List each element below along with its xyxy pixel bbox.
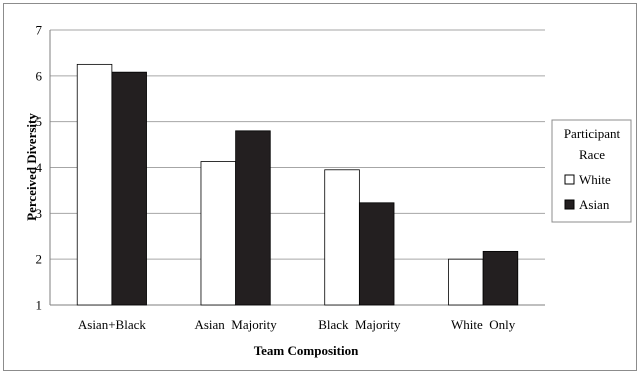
legend-label-asian: Asian — [579, 197, 610, 212]
x-tick-label: White Only — [451, 317, 516, 332]
bar-asian — [358, 202, 395, 306]
x-tick-labels: Asian+Black Asian Majority Black Majority W… — [78, 317, 516, 332]
legend-swatch-white — [564, 174, 575, 185]
x-tick-label: Asian+Black — [78, 317, 146, 332]
y-tick-label: 6 — [36, 68, 43, 83]
bar-white — [76, 63, 113, 306]
legend-title-line-1: Participant — [564, 126, 621, 141]
bars — [76, 63, 519, 306]
y-tick-label: 3 — [36, 206, 43, 221]
bar-white — [448, 258, 484, 306]
y-tick-label: 5 — [36, 114, 43, 129]
legend-swatch-asian — [564, 199, 575, 210]
bar-white — [200, 161, 237, 306]
y-tick-label: 2 — [36, 252, 43, 267]
x-axis-title: Team Composition — [254, 343, 359, 358]
bar-asian — [482, 250, 519, 306]
y-tick-label: 1 — [36, 298, 43, 313]
bar-asian — [111, 71, 147, 306]
legend: Participant Race White Asian — [551, 119, 632, 223]
bar-asian — [235, 130, 271, 306]
y-tick-label: 7 — [36, 23, 43, 38]
legend-title-line-2: Race — [579, 147, 605, 162]
y-axis-title: Perceived Diversity — [24, 113, 39, 221]
x-tick-label: Black Majority — [318, 317, 401, 332]
y-tick-labels: 1 2 3 4 5 6 7 — [36, 23, 43, 313]
bar-white — [324, 169, 360, 306]
legend-label-white: White — [579, 172, 611, 187]
chart-frame — [3, 3, 637, 371]
x-tick-label: Asian Majority — [194, 317, 277, 332]
y-tick-label: 4 — [36, 160, 43, 175]
